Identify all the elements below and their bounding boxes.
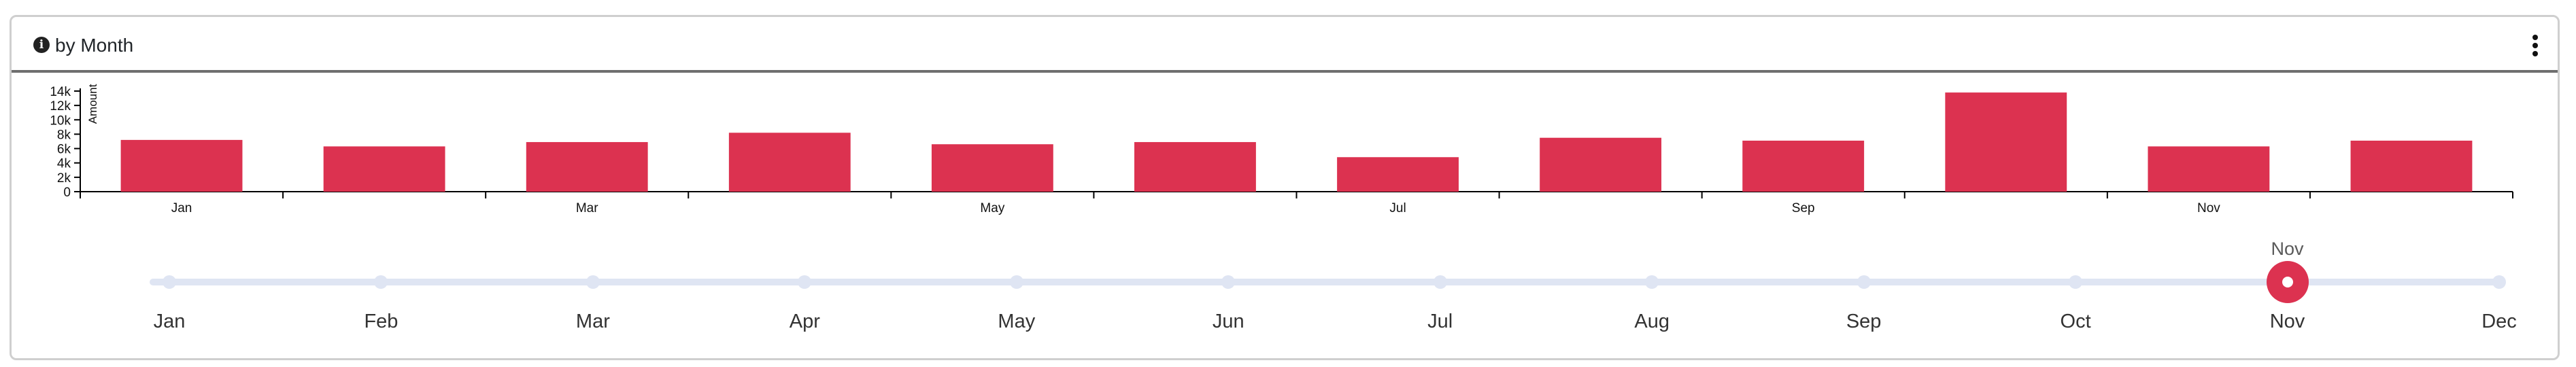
timeline-handle-center: [2282, 277, 2293, 287]
card-header: i by Month: [12, 17, 2558, 73]
bar-aug: [1540, 137, 1662, 192]
timeline-label-dec[interactable]: Dec: [2481, 311, 2517, 332]
y-tick-label: 14k: [50, 85, 71, 99]
y-tick-label: 4k: [57, 157, 71, 171]
bar-dec: [2350, 140, 2473, 192]
x-tick-label: Nov: [2197, 201, 2220, 215]
bar-apr: [728, 133, 851, 192]
timeline-label-apr[interactable]: Apr: [789, 311, 820, 332]
y-tick-label: 10k: [50, 113, 71, 128]
timeline-dot-jul[interactable]: [1433, 275, 1447, 289]
timeline-label-mar[interactable]: Mar: [575, 311, 610, 332]
info-circle-icon[interactable]: i: [33, 37, 50, 53]
bar-jun: [1134, 142, 1256, 192]
x-tick-label: Jul: [1389, 201, 1406, 215]
bar-sep: [1742, 140, 1865, 192]
timeline-dot-mar[interactable]: [586, 275, 600, 289]
x-tick-label: Mar: [576, 201, 598, 215]
x-tick-label: Jan: [171, 201, 192, 215]
y-axis-title: Amount: [86, 84, 99, 124]
timeline-dot-jun[interactable]: [1221, 275, 1236, 289]
y-tick-label: 12k: [50, 99, 71, 113]
timeline-dot-oct[interactable]: [2069, 275, 2083, 289]
x-tick-label: May: [980, 201, 1004, 215]
y-tick-label: 0: [63, 186, 71, 200]
bar-oct: [1945, 92, 2067, 192]
timeline-dot-may[interactable]: [1009, 275, 1023, 289]
y-tick-label: 6k: [57, 143, 71, 157]
timeline-label-jan[interactable]: Jan: [153, 311, 186, 332]
bar-mar: [526, 142, 648, 192]
timeline-dot-aug[interactable]: [1645, 275, 1659, 289]
timeline-dot-apr[interactable]: [798, 275, 812, 289]
bar-feb: [323, 146, 445, 192]
kebab-menu-icon[interactable]: [2532, 35, 2539, 56]
timeline-handle[interactable]: [2266, 261, 2309, 303]
timeline-label-feb[interactable]: Feb: [364, 311, 399, 332]
card-title: by Month: [55, 35, 134, 56]
timeline-label-oct[interactable]: Oct: [2060, 311, 2091, 332]
y-tick-label: 2k: [57, 171, 71, 186]
x-tick-label: Sep: [1792, 201, 1815, 215]
timeline-dot-sep[interactable]: [1857, 275, 1871, 289]
timeline-dot-dec[interactable]: [2492, 275, 2506, 289]
bar-jul: [1337, 157, 1459, 192]
bar-nov: [2148, 146, 2270, 192]
timeline-dot-feb[interactable]: [374, 275, 388, 289]
bar-jan: [120, 139, 243, 192]
bar-may: [931, 144, 1053, 192]
timeline-label-jun[interactable]: Jun: [1212, 311, 1244, 332]
y-tick-label: 8k: [57, 128, 71, 142]
timeline-label-jul[interactable]: Jul: [1427, 311, 1453, 332]
timeline-label-sep[interactable]: Sep: [1846, 311, 1882, 332]
timeline-label-nov[interactable]: Nov: [2269, 311, 2305, 332]
timeline-dot-jan[interactable]: [163, 275, 176, 289]
timeline-label-may[interactable]: May: [998, 311, 1036, 332]
timeline-label-aug[interactable]: Aug: [1634, 311, 1670, 332]
